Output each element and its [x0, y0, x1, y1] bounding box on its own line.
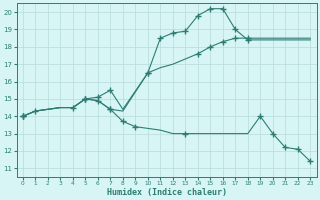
X-axis label: Humidex (Indice chaleur): Humidex (Indice chaleur) [107, 188, 227, 197]
